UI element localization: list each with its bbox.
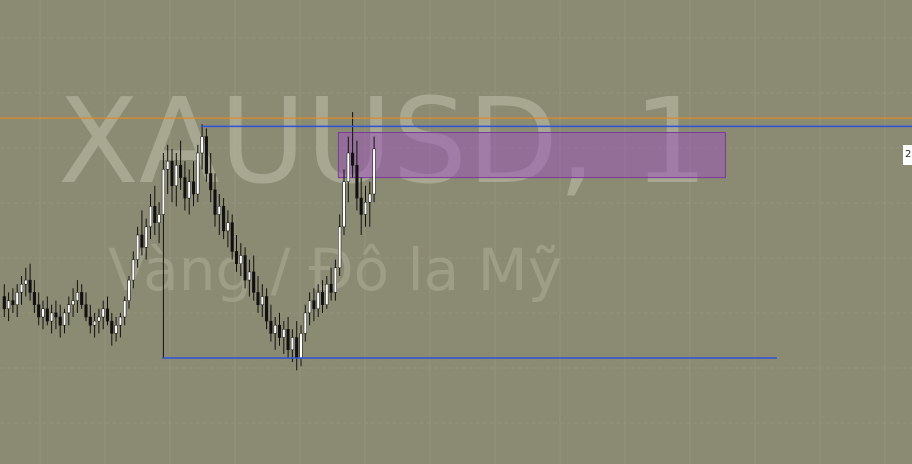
candle-body: [15, 292, 19, 305]
price-axis-tag: 2: [903, 145, 912, 165]
candle-body: [101, 308, 105, 318]
candles: [2, 112, 376, 371]
candle-body: [32, 292, 36, 305]
candle-body: [80, 292, 84, 305]
candle-body: [187, 181, 191, 199]
candle-body: [320, 292, 325, 305]
candle-body: [234, 251, 239, 264]
candle-body: [290, 337, 294, 351]
candle-body: [170, 160, 174, 187]
candle-body: [110, 320, 114, 334]
candle-body: [136, 234, 140, 260]
candle-body: [157, 214, 161, 223]
candle-body: [265, 296, 269, 322]
candle-body: [75, 292, 79, 301]
candle-body: [226, 222, 230, 232]
candle-body: [243, 255, 247, 281]
candle-body: [204, 136, 208, 174]
candle-body: [247, 271, 251, 281]
candle-body: [37, 304, 41, 318]
candle-body: [359, 197, 363, 215]
candle-body: [71, 300, 75, 305]
candle-body: [217, 206, 221, 215]
candle-body: [123, 300, 127, 318]
candle-body: [200, 136, 204, 154]
candle-body: [161, 169, 165, 215]
candle-body: [239, 255, 243, 264]
candle-body: [329, 283, 333, 293]
candle-body: [183, 177, 187, 199]
candle-body: [97, 316, 101, 322]
candle-body: [260, 296, 264, 305]
drawn-lines: [0, 117, 912, 359]
candle-body: [88, 316, 92, 326]
candle-body: [282, 329, 286, 338]
candle-body: [338, 226, 342, 269]
candle-body: [140, 234, 144, 248]
candle-body: [118, 316, 122, 326]
candle-body: [355, 165, 359, 199]
supply-zone: [337, 132, 726, 179]
candle-body: [166, 160, 170, 170]
candle-body: [174, 165, 178, 187]
candle-body: [308, 300, 312, 314]
candle-body: [11, 300, 15, 305]
candle-body: [286, 329, 290, 351]
candle-body: [316, 292, 320, 310]
candle-body: [2, 296, 6, 310]
candle-body: [114, 324, 118, 334]
candle-body: [256, 292, 260, 305]
candle-body: [62, 312, 67, 326]
candle-body: [105, 308, 110, 322]
candle-body: [24, 279, 28, 285]
candle-body: [312, 300, 316, 310]
candle-body: [325, 283, 329, 305]
candle-body: [363, 201, 368, 215]
candle-body: [333, 267, 337, 293]
candle-body: [295, 337, 299, 359]
candle-body: [230, 222, 234, 252]
candle-body: [273, 324, 277, 334]
candle-body: [84, 304, 88, 318]
candle-body: [372, 148, 376, 195]
candle-body: [144, 226, 148, 248]
candle-body: [209, 173, 213, 191]
candle-body: [131, 259, 135, 281]
candle-body: [191, 181, 196, 195]
candle-body: [213, 189, 217, 215]
candle-body: [342, 181, 346, 228]
candle-body: [58, 316, 62, 326]
candle-body: [153, 206, 157, 223]
candle-body: [351, 152, 355, 166]
candle-body: [148, 206, 153, 228]
candle-body: [28, 279, 32, 293]
candle-body: [277, 324, 282, 338]
candle-body: [269, 320, 273, 334]
candle-body: [41, 308, 45, 318]
candle-body: [50, 312, 54, 322]
candle-body: [346, 152, 350, 182]
candle-body: [7, 300, 11, 310]
zone-layer: [337, 132, 726, 179]
candle-body: [93, 320, 97, 326]
candle-body: [19, 283, 24, 293]
candle-body: [222, 206, 226, 232]
candle-body: [368, 193, 372, 203]
candle-body: [303, 312, 307, 334]
candle-body: [67, 304, 71, 314]
candle-body: [127, 279, 131, 301]
candle-body: [179, 165, 183, 178]
candle-body: [45, 308, 49, 322]
candle-body: [196, 152, 200, 195]
candle-body: [299, 333, 303, 359]
candle-body: [252, 271, 256, 293]
candle-body: [54, 312, 58, 318]
